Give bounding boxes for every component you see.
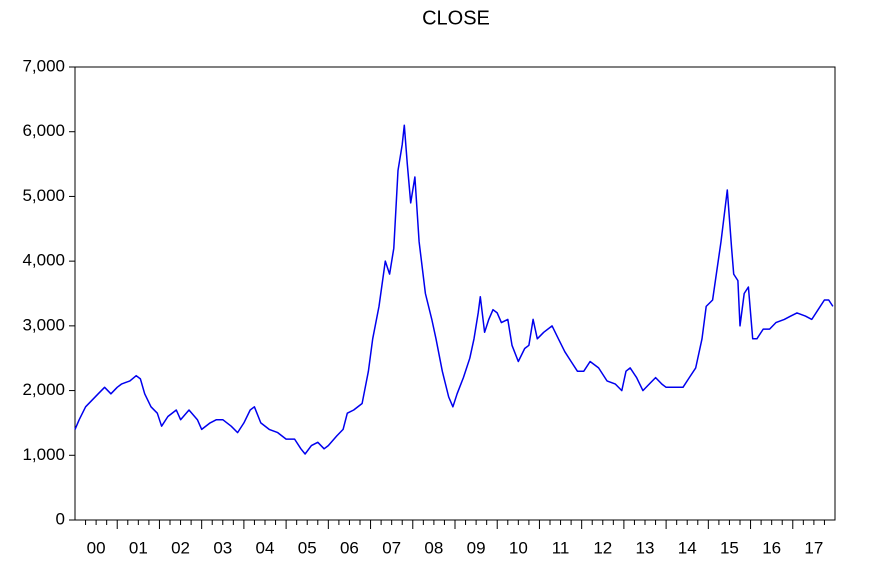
x-tick-label: 08 xyxy=(424,538,443,557)
y-tick-label: 4,000 xyxy=(22,251,65,270)
x-tick-label: 03 xyxy=(213,538,232,557)
y-tick-label: 0 xyxy=(56,509,65,528)
y-tick-label: 5,000 xyxy=(22,186,65,205)
x-tick-label: 07 xyxy=(382,538,401,557)
x-tick-label: 17 xyxy=(804,538,823,557)
x-tick-label: 15 xyxy=(720,538,739,557)
plot-frame xyxy=(74,66,836,521)
x-tick-label: 10 xyxy=(509,538,528,557)
x-tick-label: 02 xyxy=(171,538,190,557)
x-tick-label: 06 xyxy=(340,538,359,557)
x-tick-label: 11 xyxy=(552,538,570,557)
chart-title: CLOSE xyxy=(422,7,490,29)
x-tick-label: 04 xyxy=(256,538,275,557)
series-line xyxy=(74,124,834,455)
y-tick-label: 3,000 xyxy=(22,315,65,334)
y-tick-label: 6,000 xyxy=(22,121,65,140)
y-tick-label: 1,000 xyxy=(22,445,65,464)
x-tick-label: 05 xyxy=(298,538,317,557)
x-tick-label: 00 xyxy=(87,538,106,557)
x-tick-label: 01 xyxy=(129,538,148,557)
x-tick-label: 13 xyxy=(636,538,655,557)
x-tick-label: 12 xyxy=(593,538,612,557)
x-tick-label: 14 xyxy=(678,538,697,557)
x-tick-label: 09 xyxy=(467,538,486,557)
y-tick-label: 2,000 xyxy=(22,380,65,399)
x-tick-label: 16 xyxy=(762,538,781,557)
y-tick-label: 7,000 xyxy=(22,56,65,75)
